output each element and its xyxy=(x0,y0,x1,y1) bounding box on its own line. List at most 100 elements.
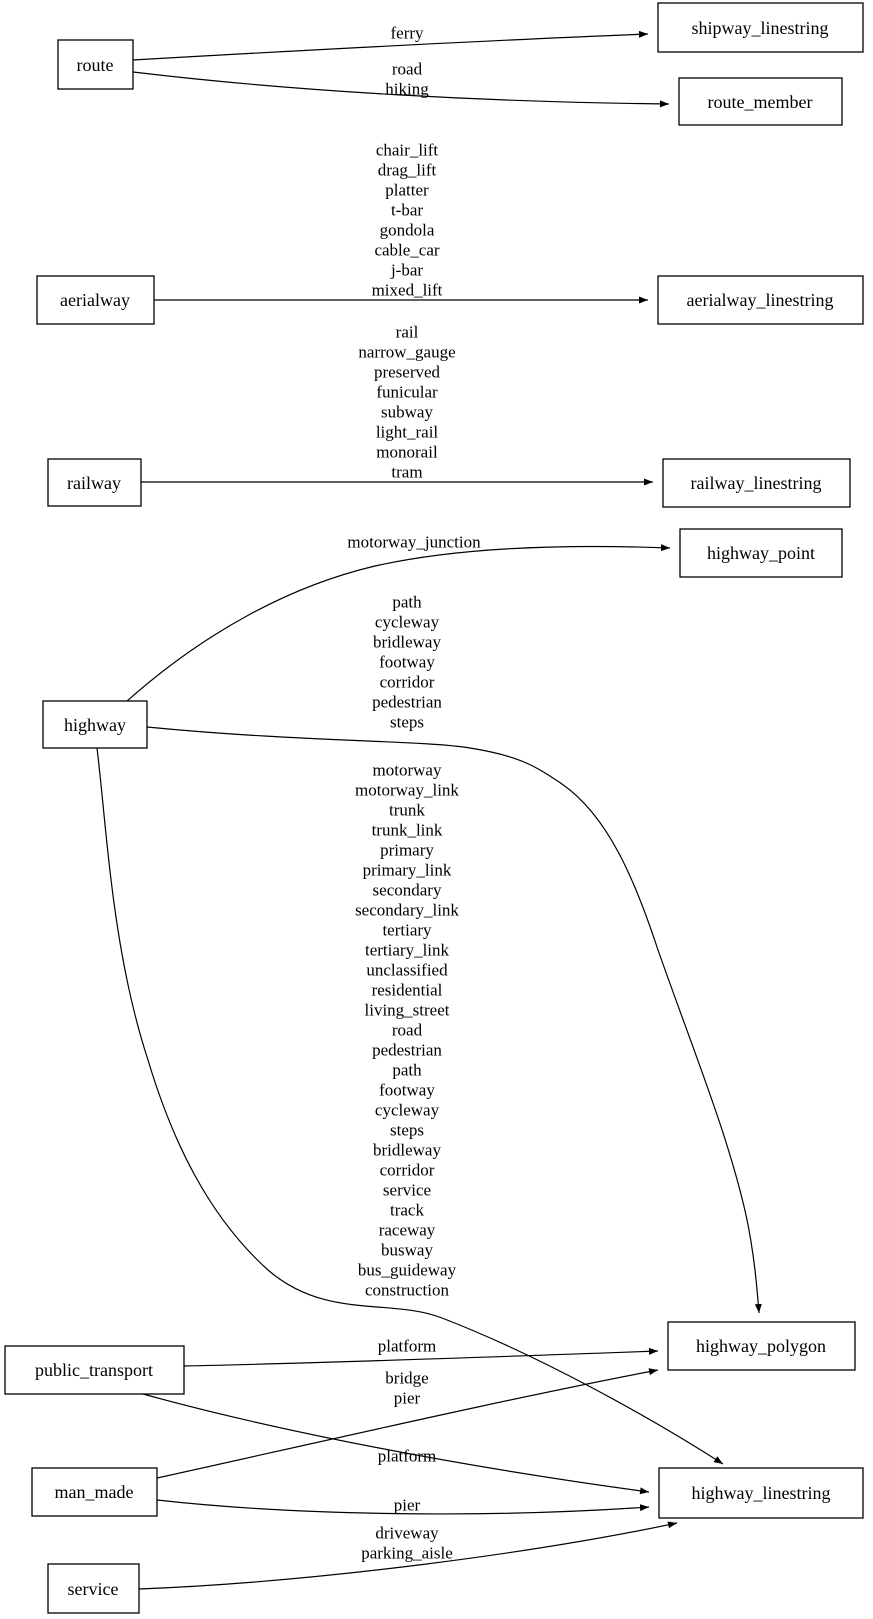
edge-label: footway xyxy=(379,1081,435,1100)
edge-man_made-highway_polygon xyxy=(156,1368,659,1479)
node-label: highway_point xyxy=(707,543,815,563)
node-aerialway_linestring: aerialway_linestring xyxy=(657,275,864,325)
node-box xyxy=(679,528,843,578)
node-label: public_transport xyxy=(35,1360,153,1380)
edge-label: driveway xyxy=(375,1524,439,1543)
edge-label: steps xyxy=(390,1121,424,1140)
edge-route-route_member xyxy=(132,71,670,108)
node-box xyxy=(657,275,864,325)
edge-label: cable_car xyxy=(374,241,439,260)
edge-label: cycleway xyxy=(375,1101,440,1120)
edge-label: construction xyxy=(365,1281,450,1300)
node-railway: railway xyxy=(47,458,142,507)
edge-label: ferry xyxy=(390,24,424,43)
edge-label: bus_guideway xyxy=(358,1261,457,1280)
node-box xyxy=(678,77,843,126)
edge-label: rail xyxy=(396,323,419,342)
node-label: man_made xyxy=(55,1482,134,1502)
node-box xyxy=(31,1467,158,1517)
edge-label: motorway_junction xyxy=(347,533,481,552)
node-man_made: man_made xyxy=(31,1467,158,1517)
edge-label: t-bar xyxy=(391,201,423,220)
edge-label: j-bar xyxy=(390,261,423,280)
node-box xyxy=(36,275,155,325)
edge-highway-highway_point xyxy=(126,544,671,702)
node-label: highway_polygon xyxy=(696,1336,826,1356)
edge-label: raceway xyxy=(379,1221,436,1240)
edge-label: platform xyxy=(378,1337,437,1356)
edge-label: trunk xyxy=(389,801,425,820)
edge-label: pier xyxy=(394,1389,421,1408)
edges xyxy=(96,30,762,1590)
edge-label: primary_link xyxy=(363,861,452,880)
edge-label: primary xyxy=(380,841,434,860)
edge-label: bridleway xyxy=(373,633,441,652)
edge-label: gondola xyxy=(380,221,435,240)
edge-label: pier xyxy=(394,1496,421,1515)
edge-label: steps xyxy=(390,713,424,732)
edge-label: road xyxy=(392,60,423,79)
edge-route-shipway_linestring xyxy=(132,30,649,61)
edge-label: hiking xyxy=(385,80,429,99)
edge-label: residential xyxy=(372,981,443,1000)
node-public_transport: public_transport xyxy=(4,1345,185,1395)
edge-highway-highway_polygon xyxy=(146,726,762,1314)
edge-label: tram xyxy=(391,463,422,482)
node-label: route xyxy=(77,55,114,75)
node-box xyxy=(667,1321,856,1371)
node-label: highway_linestring xyxy=(692,1483,831,1503)
node-box xyxy=(42,700,148,749)
edge-label: road xyxy=(392,1021,423,1040)
node-box xyxy=(658,1467,864,1519)
node-box xyxy=(662,458,851,508)
edge-label: unclassified xyxy=(366,961,448,980)
node-route: route xyxy=(57,39,134,90)
node-service: service xyxy=(47,1563,140,1614)
node-box xyxy=(657,2,864,53)
node-highway_linestring: highway_linestring xyxy=(658,1467,864,1519)
node-box xyxy=(4,1345,185,1395)
edge-label: chair_lift xyxy=(376,141,439,160)
edge-label: preserved xyxy=(374,363,441,382)
edge-label: track xyxy=(390,1201,424,1220)
edge-label: bridge xyxy=(385,1369,428,1388)
node-box xyxy=(47,1563,140,1614)
edge-label: path xyxy=(392,1061,422,1080)
edge-label: platter xyxy=(385,181,429,200)
edge-label: living_street xyxy=(365,1001,450,1020)
node-label: aerialway_linestring xyxy=(687,290,834,310)
edge-highway-highway_linestring xyxy=(96,747,724,1465)
edge-label: corridor xyxy=(380,1161,435,1180)
node-label: railway xyxy=(67,473,121,493)
edge-label: subway xyxy=(381,403,433,422)
node-label: railway_linestring xyxy=(691,473,822,493)
edge-label: motorway xyxy=(373,761,442,780)
edge-label: pedestrian xyxy=(372,693,442,712)
edge-label: bridleway xyxy=(373,1141,441,1160)
edge-label: funicular xyxy=(376,383,438,402)
edge-label: tertiary xyxy=(382,921,432,940)
edge-label: trunk_link xyxy=(372,821,443,840)
edge-label: path xyxy=(392,593,422,612)
edge-label: service xyxy=(383,1181,431,1200)
edge-label: busway xyxy=(381,1241,433,1260)
node-highway: highway xyxy=(42,700,148,749)
node-shipway_linestring: shipway_linestring xyxy=(657,2,864,53)
edge-label: pedestrian xyxy=(372,1041,442,1060)
edge-label: corridor xyxy=(380,673,435,692)
node-label: route_member xyxy=(708,92,813,112)
edge-public_transport-highway_linestring xyxy=(142,1393,650,1495)
edge-label: platform xyxy=(378,1447,437,1466)
edge-label: mixed_lift xyxy=(372,281,443,300)
nodes: route shipway_linestring route_member ae… xyxy=(4,2,864,1614)
edge-label: cycleway xyxy=(375,613,440,632)
edge-service-highway_linestring xyxy=(138,1521,678,1590)
edge-man_made-highway_linestring xyxy=(156,1499,650,1515)
node-label: aerialway xyxy=(60,290,130,310)
edge-label: narrow_gauge xyxy=(358,343,455,362)
node-box xyxy=(57,39,134,90)
node-route_member: route_member xyxy=(678,77,843,126)
edge-label: footway xyxy=(379,653,435,672)
